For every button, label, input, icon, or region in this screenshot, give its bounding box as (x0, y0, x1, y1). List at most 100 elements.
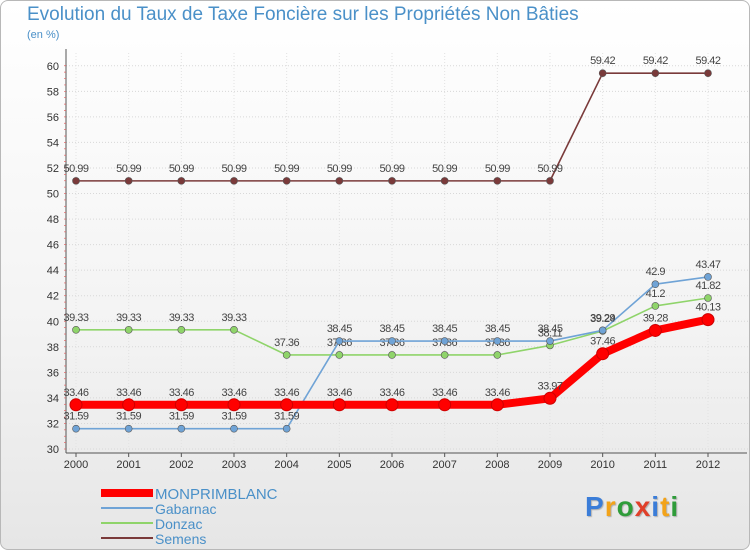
data-point-semens (440, 177, 449, 185)
data-label-donzac: 41.82 (695, 280, 720, 292)
data-point-donzac (72, 326, 80, 334)
x-tick-label: 2007 (432, 459, 456, 471)
logo-letter: r (604, 491, 617, 522)
logo-letter: i (651, 491, 661, 522)
data-label-donzac: 39.33 (116, 312, 141, 324)
x-tick-label: 2001 (116, 459, 140, 471)
data-label-semens: 50.99 (169, 163, 194, 175)
y-tick-label: 50 (47, 189, 59, 201)
data-label-semens: 50.99 (221, 163, 246, 175)
logo-letter: i (670, 491, 680, 522)
data-point-monprimblanc (543, 391, 557, 405)
data-point-gabarnac (282, 424, 291, 433)
data-point-semens (124, 177, 133, 185)
data-point-monprimblanc (280, 398, 294, 412)
data-point-gabarnac (598, 326, 607, 335)
data-label-monprimblanc: 33.46 (169, 387, 194, 399)
data-label-donzac: 39.33 (63, 312, 88, 324)
y-tick-label: 40 (47, 316, 59, 328)
data-point-donzac (651, 302, 660, 310)
data-label-gabarnac: 38.45 (485, 323, 510, 335)
data-point-gabarnac (651, 280, 660, 289)
data-point-semens (651, 69, 660, 77)
data-label-monprimblanc: 33.46 (432, 387, 457, 399)
data-label-gabarnac: 31.59 (63, 411, 88, 423)
data-point-semens (598, 69, 607, 77)
data-point-donzac (704, 294, 712, 302)
logo-letter: P (585, 491, 605, 522)
data-point-semens (546, 177, 554, 185)
data-point-gabarnac (440, 337, 449, 345)
data-label-donzac: 38.11 (538, 327, 563, 339)
legend-label-donzac: Donzac (155, 516, 202, 532)
y-tick-label: 52 (47, 163, 59, 175)
data-point-donzac (493, 351, 502, 359)
legend-label-gabarnac: Gabarnac (155, 501, 216, 517)
data-label-monprimblanc: 39.28 (643, 312, 668, 324)
data-label-semens: 50.99 (432, 163, 457, 175)
data-label-semens: 50.99 (63, 163, 88, 175)
data-label-semens: 59.42 (695, 55, 720, 67)
data-point-donzac (177, 326, 186, 334)
y-tick-label: 38 (47, 342, 59, 354)
y-tick-label: 30 (47, 444, 59, 456)
data-label-monprimblanc: 33.46 (63, 387, 88, 399)
data-label-semens: 50.99 (537, 163, 562, 175)
x-tick-label: 2002 (169, 459, 193, 471)
data-point-monprimblanc (122, 398, 136, 412)
data-point-monprimblanc (438, 398, 452, 412)
data-label-monprimblanc: 33.97 (537, 380, 562, 392)
x-tick-label: 2004 (274, 459, 298, 471)
data-label-monprimblanc: 33.46 (327, 387, 352, 399)
data-point-donzac (335, 351, 344, 359)
y-tick-label: 56 (47, 112, 59, 124)
data-label-gabarnac: 31.59 (169, 411, 194, 423)
y-tick-label: 60 (47, 61, 59, 73)
data-point-gabarnac (493, 337, 502, 345)
data-point-monprimblanc (701, 313, 715, 327)
data-point-gabarnac (704, 273, 712, 281)
data-label-gabarnac: 38.45 (379, 323, 404, 335)
data-label-semens: 50.99 (327, 163, 352, 175)
logo-letter: t (660, 491, 671, 522)
data-label-monprimblanc: 33.46 (274, 387, 299, 399)
data-point-semens (230, 177, 238, 185)
data-label-gabarnac: 39.29 (590, 312, 615, 324)
proxiti-logo: Proxiti (585, 491, 679, 523)
logo-letter: o (616, 491, 635, 522)
data-label-donzac: 39.33 (221, 312, 246, 324)
data-point-gabarnac (230, 424, 238, 433)
x-tick-label: 2011 (644, 459, 668, 471)
data-label-gabarnac: 31.59 (221, 411, 246, 423)
x-tick-label: 2008 (485, 459, 509, 471)
y-tick-label: 58 (47, 86, 59, 98)
logo-letter: x (634, 491, 652, 522)
data-point-gabarnac (546, 337, 554, 345)
data-label-donzac: 37.36 (274, 337, 299, 349)
data-point-donzac (230, 326, 238, 334)
data-label-gabarnac: 38.45 (537, 323, 562, 335)
data-label-semens: 50.99 (274, 163, 299, 175)
data-point-gabarnac (72, 424, 80, 433)
data-label-gabarnac: 31.59 (116, 411, 141, 423)
data-label-donzac: 39.33 (169, 312, 194, 324)
data-point-monprimblanc (227, 398, 241, 412)
x-tick-label: 2009 (538, 459, 562, 471)
x-tick-label: 2005 (327, 459, 351, 471)
data-point-donzac (388, 351, 396, 359)
data-label-monprimblanc: 33.46 (116, 387, 141, 399)
y-tick-label: 44 (47, 265, 59, 277)
data-label-monprimblanc: 40.13 (695, 302, 720, 314)
chart-title: Evolution du Taux de Taxe Foncière sur l… (27, 4, 579, 25)
data-point-semens (72, 177, 80, 185)
data-label-gabarnac: 43.47 (695, 259, 720, 271)
data-point-donzac (282, 351, 291, 359)
data-label-gabarnac: 38.45 (432, 323, 457, 335)
data-label-semens: 50.99 (485, 163, 510, 175)
y-tick-label: 34 (47, 393, 59, 405)
y-tick-label: 42 (47, 291, 59, 303)
data-point-monprimblanc (385, 398, 399, 412)
legend-label-semens: Semens (155, 531, 206, 547)
